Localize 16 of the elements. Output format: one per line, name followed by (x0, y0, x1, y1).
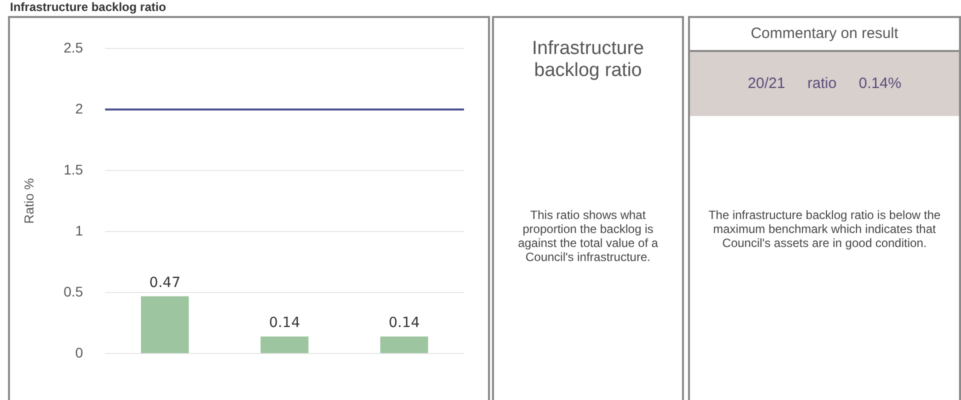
y-tick-label: 2 (75, 100, 84, 116)
data-label: 0.14 (388, 315, 420, 332)
data-label: 0.14 (268, 315, 300, 332)
text: Commentary on result (690, 18, 959, 52)
y-tick-label: 1 (75, 222, 84, 238)
chart-title: Infrastructure backlog ratio (10, 0, 166, 14)
data-label: 0.47 (149, 274, 180, 291)
y-axis-title: Ratio % (21, 178, 36, 224)
y-tick-label: 1.5 (64, 161, 84, 178)
text: The infrastructure backlog ratio is below the maximum benchmark which indicates that Council's assets are in good condition. (707, 208, 942, 250)
y-tick-label: 0 (75, 344, 84, 360)
y-tick-label: 2.5 (64, 39, 84, 56)
text: 20/21 ratio 0.14% (690, 52, 959, 116)
text: Infrastructure backlog ratio (531, 38, 645, 82)
text: This ratio shows what proportion the backlog is against the total value of a Council's infrastructure. (516, 208, 660, 264)
y-tick-label: 0.5 (64, 283, 84, 300)
